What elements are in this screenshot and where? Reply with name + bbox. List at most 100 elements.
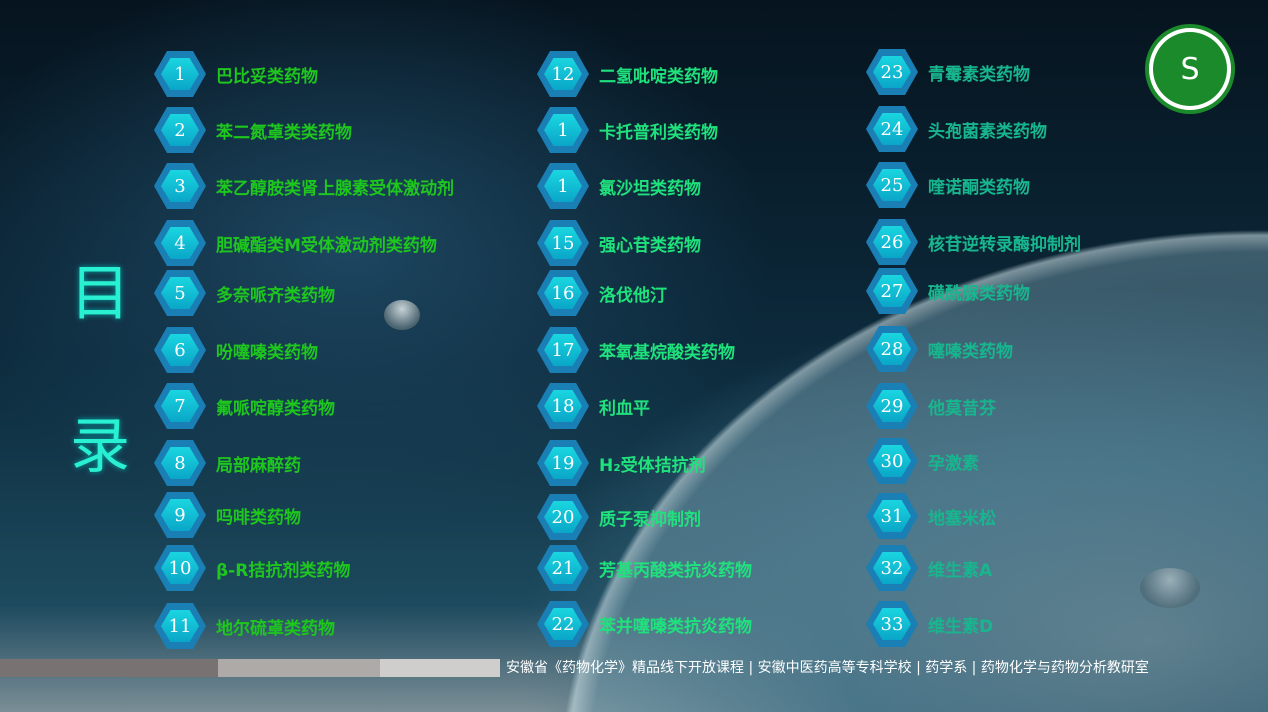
toc-item[interactable]: 1 巴比妥类药物: [154, 51, 318, 97]
hexagon-badge-icon: 11: [154, 603, 206, 649]
item-label: β-R拮抗剂类药物: [216, 560, 351, 581]
item-number: 18: [544, 390, 582, 422]
item-number: 8: [161, 447, 199, 479]
footer: 安徽省《药物化学》精品线下开放课程 | 安徽中医药高等专科学校 | 药学系 | …: [0, 659, 1149, 677]
hexagon-badge-icon: 1: [537, 107, 589, 153]
item-number: 31: [873, 500, 911, 532]
item-label: 喹诺酮类药物: [928, 177, 1030, 198]
item-label: 胆碱酯类M受体激动剂类药物: [216, 235, 437, 256]
item-number: 1: [544, 114, 582, 146]
item-label: 二氢吡啶类药物: [599, 66, 718, 87]
item-label: 氟哌啶醇类药物: [216, 398, 335, 419]
item-number: 27: [873, 275, 911, 307]
logo-emblem-icon: S: [1153, 32, 1227, 106]
item-label: 磺酰脲类药物: [928, 283, 1030, 304]
hexagon-badge-icon: 8: [154, 440, 206, 486]
item-label: 地塞米松: [928, 508, 996, 529]
item-number: 11: [161, 610, 199, 642]
hexagon-badge-icon: 2: [154, 107, 206, 153]
hexagon-badge-icon: 9: [154, 492, 206, 538]
toc-item[interactable]: 25 喹诺酮类药物: [866, 162, 1030, 208]
item-label: 多奈哌齐类药物: [216, 285, 335, 306]
planet-background: [560, 230, 1268, 712]
item-label: 青霉素类药物: [928, 64, 1030, 85]
hexagon-badge-icon: 20: [537, 494, 589, 540]
footer-text: 安徽省《药物化学》精品线下开放课程 | 安徽中医药高等专科学校 | 药学系 | …: [506, 660, 1149, 676]
item-number: 30: [873, 445, 911, 477]
item-number: 12: [544, 58, 582, 90]
hexagon-badge-icon: 28: [866, 326, 918, 372]
item-label: 氯沙坦类药物: [599, 178, 701, 199]
item-number: 21: [544, 552, 582, 584]
hexagon-badge-icon: 32: [866, 545, 918, 591]
toc-item[interactable]: 2 苯二氮䓬类类药物: [154, 107, 352, 153]
toc-item[interactable]: 23 青霉素类药物: [866, 49, 1030, 95]
toc-item[interactable]: 29 他莫昔芬: [866, 383, 996, 429]
toc-item[interactable]: 26 核苷逆转录酶抑制剂: [866, 219, 1081, 265]
hexagon-badge-icon: 26: [866, 219, 918, 265]
toc-item[interactable]: 7 氟哌啶醇类药物: [154, 383, 335, 429]
item-number: 23: [873, 56, 911, 88]
toc-item[interactable]: 21 芳基丙酸类抗炎药物: [537, 545, 752, 591]
item-number: 29: [873, 390, 911, 422]
toc-item[interactable]: 20 质子泵抑制剂: [537, 494, 701, 540]
item-number: 1: [544, 170, 582, 202]
title-char: 录: [70, 412, 130, 482]
item-label: 强心苷类药物: [599, 235, 701, 256]
item-number: 24: [873, 113, 911, 145]
item-label: 吗啡类药物: [216, 507, 301, 528]
hexagon-badge-icon: 30: [866, 438, 918, 484]
item-label: 局部麻醉药: [216, 455, 301, 476]
hexagon-badge-icon: 3: [154, 163, 206, 209]
item-number: 4: [161, 227, 199, 259]
toc-item[interactable]: 3 苯乙醇胺类肾上腺素受体激动剂: [154, 163, 454, 209]
toc-item[interactable]: 6 吩噻嗪类药物: [154, 327, 318, 373]
toc-item[interactable]: 22 苯并噻嗪类抗炎药物: [537, 601, 752, 647]
toc-item[interactable]: 16 洛伐他汀: [537, 270, 667, 316]
item-number: 16: [544, 277, 582, 309]
hexagon-badge-icon: 25: [866, 162, 918, 208]
toc-item[interactable]: 1 氯沙坦类药物: [537, 163, 701, 209]
toc-item[interactable]: 11 地尔硫䓬类药物: [154, 603, 335, 649]
item-number: 20: [544, 501, 582, 533]
item-number: 25: [873, 169, 911, 201]
item-number: 1: [161, 58, 199, 90]
item-number: 3: [161, 170, 199, 202]
item-number: 28: [873, 333, 911, 365]
toc-item[interactable]: 18 利血平: [537, 383, 650, 429]
toc-item[interactable]: 30 孕激素: [866, 438, 979, 484]
item-label: 苯并噻嗪类抗炎药物: [599, 616, 752, 637]
toc-item[interactable]: 31 地塞米松: [866, 493, 996, 539]
hexagon-badge-icon: 23: [866, 49, 918, 95]
item-label: 苯氧基烷酸类药物: [599, 342, 735, 363]
toc-item[interactable]: 15 强心苷类药物: [537, 220, 701, 266]
hexagon-badge-icon: 10: [154, 545, 206, 591]
title-char: 目: [70, 259, 130, 329]
toc-item[interactable]: 9 吗啡类药物: [154, 492, 301, 538]
toc-item[interactable]: 33 维生素D: [866, 601, 993, 647]
toc-item[interactable]: 19 H₂受体拮抗剂: [537, 440, 706, 486]
item-number: 22: [544, 608, 582, 640]
toc-item[interactable]: 27 磺酰脲类药物: [866, 268, 1030, 314]
toc-item[interactable]: 32 维生素A: [866, 545, 992, 591]
footer-bar: [380, 659, 500, 677]
toc-item[interactable]: 4 胆碱酯类M受体激动剂类药物: [154, 220, 437, 266]
item-number: 10: [161, 552, 199, 584]
toc-item[interactable]: 24 头孢菌素类药物: [866, 106, 1047, 152]
footer-bar: [218, 659, 380, 677]
toc-item[interactable]: 10 β-R拮抗剂类药物: [154, 545, 350, 591]
toc-item[interactable]: 1 卡托普利类药物: [537, 107, 718, 153]
hexagon-badge-icon: 19: [537, 440, 589, 486]
hexagon-badge-icon: 24: [866, 106, 918, 152]
toc-item[interactable]: 8 局部麻醉药: [154, 440, 301, 486]
toc-item[interactable]: 17 苯氧基烷酸类药物: [537, 327, 735, 373]
hexagon-badge-icon: 1: [154, 51, 206, 97]
item-label: 吩噻嗪类药物: [216, 342, 318, 363]
toc-item[interactable]: 12 二氢吡啶类药物: [537, 51, 718, 97]
toc-item[interactable]: 5 多奈哌齐类药物: [154, 270, 335, 316]
item-number: 2: [161, 114, 199, 146]
item-number: 33: [873, 608, 911, 640]
item-label: 他莫昔芬: [928, 398, 996, 419]
toc-item[interactable]: 28 噻嗪类药物: [866, 326, 1013, 372]
hexagon-badge-icon: 12: [537, 51, 589, 97]
